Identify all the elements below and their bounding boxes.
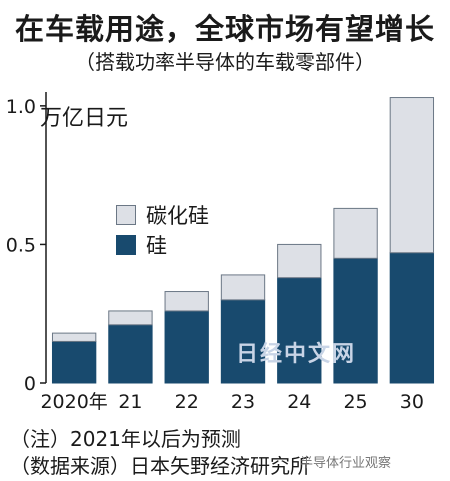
bar-segment-si (220, 299, 266, 384)
bar-segment-si (164, 310, 209, 384)
y-tick-label: 1.0 (6, 96, 36, 118)
legend-swatch-sic (116, 205, 136, 225)
bar-segment-si (389, 252, 435, 384)
bar-segment-sic (108, 310, 153, 326)
bar-segment-si (51, 340, 97, 384)
watermark-corner: 半导体行业观察 (300, 456, 392, 471)
source-note: （数据来源）日本矢野经济研究所 (10, 454, 310, 478)
x-tick-label: 23 (231, 391, 255, 413)
legend-item-sic: 碳化硅 (116, 200, 209, 230)
bar-segment-sic (389, 97, 435, 254)
x-tick-label: 2020年 (40, 391, 107, 413)
bar-segment-sic (164, 291, 209, 312)
y-axis-unit-label: 万亿日元 (40, 106, 129, 131)
legend-item-si: 硅 (116, 230, 167, 260)
bar-segment-si (108, 324, 153, 384)
watermark-center: 日经中文网 (236, 342, 357, 367)
forecast-note: （注）2021年以后为预测 (10, 427, 241, 451)
x-tick-label: 22 (175, 391, 199, 413)
y-tick-label: 0.5 (6, 234, 36, 256)
bar-segment-sic (277, 243, 322, 279)
bar-segment-sic (333, 207, 378, 259)
y-tick-label: 0 (24, 373, 36, 395)
bar-segment-sic (51, 332, 97, 342)
legend-swatch-si (116, 235, 136, 255)
bar-segment-si (333, 257, 378, 384)
chart-subtitle: （搭载功率半导体的车载零部件） (75, 50, 375, 74)
bar-segment-sic (220, 274, 266, 301)
x-tick-label: 30 (400, 391, 424, 413)
legend-label-sic: 碳化硅 (146, 204, 209, 228)
x-tick-label: 21 (118, 391, 142, 413)
legend-label-si: 硅 (146, 234, 167, 258)
x-tick-label: 25 (343, 391, 367, 413)
bar-segment-si (277, 277, 322, 384)
chart-title: 在车载用途，全球市场有望增长 (14, 12, 435, 46)
x-tick-label: 24 (287, 391, 311, 413)
